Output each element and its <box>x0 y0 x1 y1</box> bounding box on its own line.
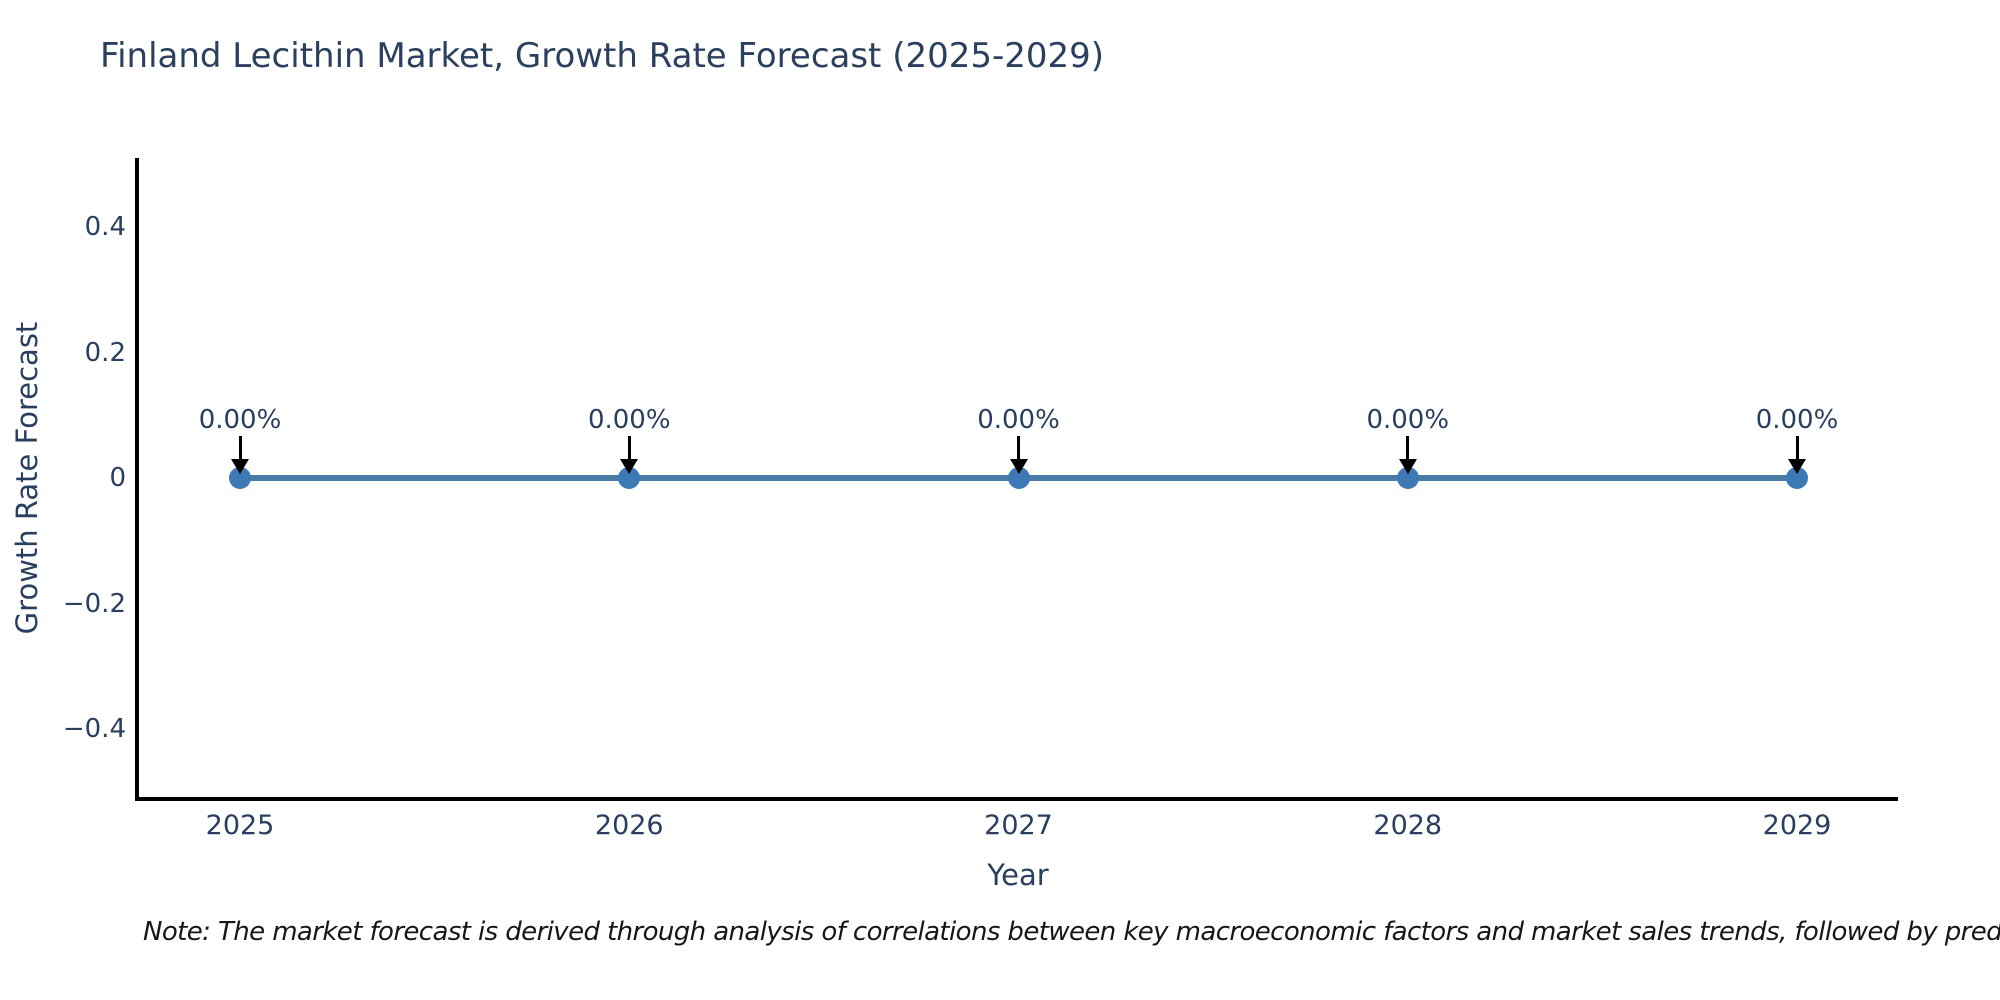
x-tick-label: 2028 <box>1373 810 1443 841</box>
x-tick-label: 2027 <box>984 810 1053 841</box>
y-tick-label: −0.4 <box>62 714 126 744</box>
x-axis-title: Year <box>987 858 1049 892</box>
chart-title: Finland Lecithin Market, Growth Rate For… <box>100 36 1105 76</box>
x-tick-label: 2029 <box>1762 810 1832 841</box>
annotation-label: 0.00% <box>977 405 1060 435</box>
annotation-label: 0.00% <box>587 405 671 435</box>
annotation-arrow-shaft <box>1017 436 1020 461</box>
y-axis-line <box>135 158 139 801</box>
annotation-arrow-shaft <box>1406 436 1410 461</box>
annotation-arrow-head <box>620 459 639 474</box>
annotation-label: 0.00% <box>198 405 282 435</box>
y-tick-label: 0.4 <box>84 212 126 242</box>
annotation-arrow-shaft <box>627 436 631 461</box>
x-tick-label: 2026 <box>594 810 664 841</box>
annotation-label: 0.00% <box>1366 405 1450 435</box>
footnote-text: Note: The market forecast is derived thr… <box>143 917 2000 947</box>
x-axis-line <box>135 797 1898 801</box>
annotation-arrow-shaft <box>1795 436 1799 461</box>
annotation-arrow-head <box>231 459 249 474</box>
y-tick-label: 0 <box>109 463 126 493</box>
annotation-arrow-head <box>1398 459 1417 474</box>
y-tick-label: 0.2 <box>84 337 126 368</box>
annotation-label: 0.00% <box>1755 405 1839 435</box>
annotation-arrow-head <box>1009 459 1028 474</box>
annotation-arrow-shaft <box>238 436 242 461</box>
x-tick-label: 2025 <box>205 810 275 841</box>
annotation-arrow-head <box>1788 459 1806 474</box>
y-tick-label: −0.2 <box>62 588 126 619</box>
